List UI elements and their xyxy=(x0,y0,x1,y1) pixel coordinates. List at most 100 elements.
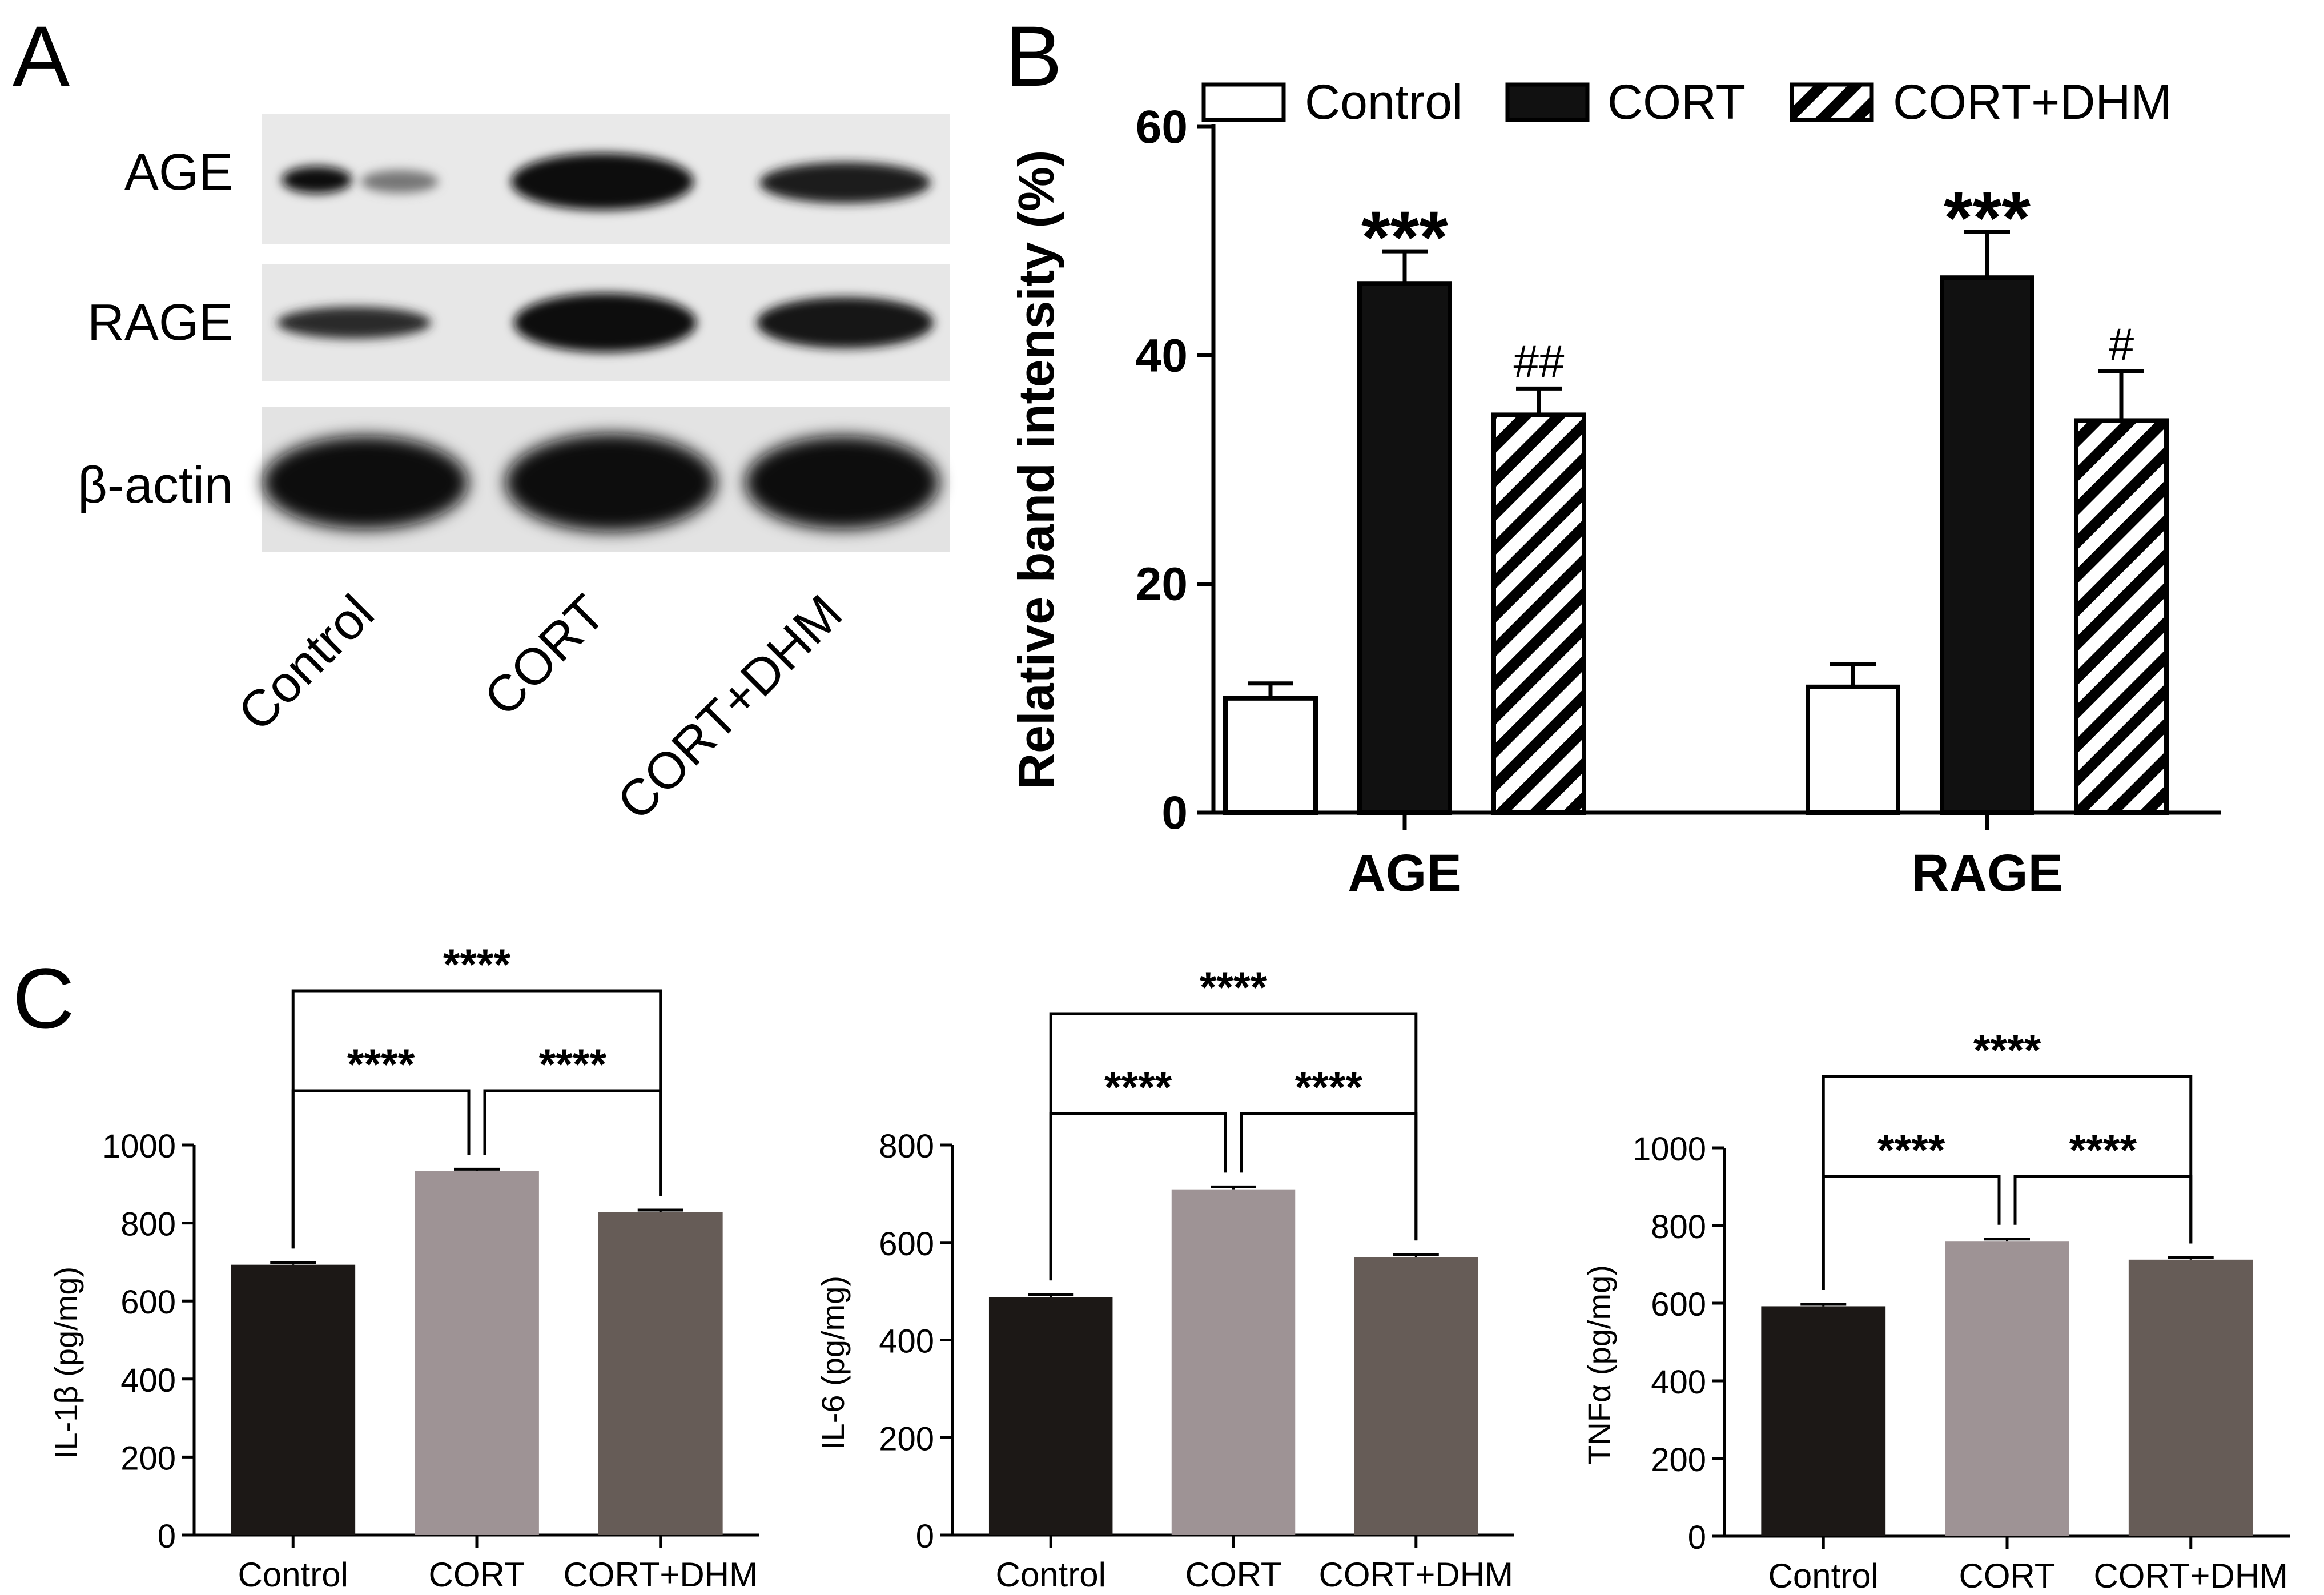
bar-control xyxy=(988,1297,1113,1535)
x-category-label: CORT+DHM xyxy=(563,1556,758,1594)
significance-mark: # xyxy=(2109,319,2134,369)
x-category-label: CORT+DHM xyxy=(1319,1556,1514,1594)
x-category-label: Control xyxy=(238,1556,348,1594)
y-tick-label: 0 xyxy=(1688,1519,1706,1556)
x-category-label: CORT xyxy=(429,1556,525,1594)
bar-cort-dhm xyxy=(1354,1257,1478,1535)
bar-cort xyxy=(415,1171,539,1535)
bar-control xyxy=(1761,1306,1886,1536)
significance-bracket xyxy=(483,1089,662,1196)
x-category-label: AGE xyxy=(1348,844,1461,902)
y-tick-label: 800 xyxy=(879,1128,934,1165)
band-actin-cortdhm xyxy=(745,436,939,529)
bar-control xyxy=(231,1264,356,1535)
panel-label-a: A xyxy=(13,8,70,104)
panel-label-c: C xyxy=(13,950,74,1046)
y-tick-label: 20 xyxy=(1136,559,1188,610)
blot-lane-label: CORT xyxy=(473,584,616,727)
legend-swatch xyxy=(1790,82,1874,122)
band-age-cort xyxy=(511,153,694,210)
western-blot: AGE RAGE β-actin Control CORT CORT+DHM xyxy=(78,114,950,831)
blot-lane-label: CORT+DHM xyxy=(606,584,853,831)
band-actin-cort xyxy=(505,433,717,532)
band-rage-cort xyxy=(514,293,697,352)
bar-cort xyxy=(1171,1189,1296,1535)
legend-swatch xyxy=(1505,82,1590,122)
x-category-label: RAGE xyxy=(1911,844,2063,902)
blot-lane-label: Control xyxy=(227,584,385,742)
legend-swatch xyxy=(1201,82,1286,122)
y-tick-label: 600 xyxy=(879,1226,934,1263)
bar-control xyxy=(1223,696,1318,815)
x-category-label: CORT xyxy=(1185,1556,1282,1594)
significance-mark: **** xyxy=(443,941,511,989)
band-actin-control xyxy=(263,436,468,529)
y-tick-label: 800 xyxy=(120,1206,176,1243)
x-category-label: Control xyxy=(1768,1557,1879,1595)
significance-bracket xyxy=(1049,1112,1227,1281)
bar-cort xyxy=(1945,1241,2069,1536)
chart-il6: 0 200 400 600 800 IL-6 (pg/mg) Control CORT CORT… xyxy=(815,963,1514,1594)
significance-bracket xyxy=(1822,1175,2001,1291)
y-tick-label: 800 xyxy=(1651,1208,1706,1246)
significance-mark: **** xyxy=(347,1040,415,1089)
bar-cort-dhm xyxy=(2128,1259,2253,1536)
band-rage-control xyxy=(277,307,431,339)
significance-mark: **** xyxy=(1877,1126,1945,1175)
y-tick-label: 200 xyxy=(1651,1441,1706,1479)
y-tick-label: 400 xyxy=(1651,1364,1706,1401)
significance-bracket xyxy=(2013,1175,2193,1244)
panel-label-b: B xyxy=(1005,8,1062,104)
y-tick-label: 200 xyxy=(879,1420,934,1457)
y-tick-label: 1000 xyxy=(1633,1131,1706,1168)
band-rage-cortdhm xyxy=(757,297,934,348)
y-axis-title: IL-6 (pg/mg) xyxy=(815,1276,851,1450)
significance-mark: **** xyxy=(539,1040,607,1089)
y-tick-label: 0 xyxy=(1161,787,1188,839)
y-axis-title: IL-1β (pg/mg) xyxy=(48,1267,84,1459)
legend-label: Control xyxy=(1305,75,1463,130)
y-tick-label: 600 xyxy=(120,1284,176,1321)
bar-cort-dhm xyxy=(2074,418,2169,815)
y-tick-label: 600 xyxy=(1651,1286,1706,1323)
y-tick-label: 400 xyxy=(879,1323,934,1360)
significance-mark: **** xyxy=(1973,1026,2041,1075)
chart-il1b: 0 200 400 600 800 1000 IL-1β (pg/mg) Control COR… xyxy=(48,941,759,1594)
x-category-label: CORT xyxy=(1959,1557,2056,1595)
y-tick-label: 60 xyxy=(1136,101,1188,153)
blot-row-label: AGE xyxy=(124,144,233,201)
significance-mark: ## xyxy=(1514,336,1565,387)
significance-mark: **** xyxy=(1200,963,1268,1012)
significance-bracket xyxy=(1240,1112,1418,1241)
band-age-cortdhm xyxy=(759,162,931,203)
significance-mark: **** xyxy=(1104,1063,1172,1112)
legend-label: CORT+DHM xyxy=(1893,75,2172,130)
y-axis-title: Relative band intensity (%) xyxy=(1008,150,1064,790)
y-tick-label: 400 xyxy=(120,1362,176,1399)
blot-row-label: β-actin xyxy=(78,457,233,514)
bar-cort-dhm xyxy=(1491,412,1586,815)
y-tick-label: 200 xyxy=(120,1440,176,1477)
band-age-control xyxy=(282,166,439,194)
significance-bracket xyxy=(291,1089,471,1249)
significance-mark: **** xyxy=(2069,1126,2137,1175)
significance-mark: *** xyxy=(1361,195,1448,279)
legend-label: CORT xyxy=(1607,75,1746,130)
y-axis-title: TNFα (pg/mg) xyxy=(1581,1265,1617,1465)
chart-band-intensity: 0 20 40 60 Relative band intensity (%) AGE ***… xyxy=(1008,75,2221,902)
y-tick-label: 40 xyxy=(1136,330,1188,381)
bar-control xyxy=(1806,684,1900,815)
y-tick-label: 0 xyxy=(916,1518,934,1555)
significance-mark: **** xyxy=(1295,1063,1363,1112)
x-category-label: CORT+DHM xyxy=(2093,1557,2288,1595)
bar-cort-dhm xyxy=(598,1212,723,1535)
bar-cort xyxy=(1357,281,1452,815)
bar-cort xyxy=(1940,275,2034,815)
y-tick-label: 1000 xyxy=(102,1128,176,1165)
x-category-label: Control xyxy=(995,1556,1105,1594)
y-tick-label: 0 xyxy=(158,1518,176,1555)
significance-mark: *** xyxy=(1944,176,2031,259)
chart-tnfa: 0 200 400 600 800 1000 TNFα (pg/mg) Control CORT… xyxy=(1581,1026,2290,1595)
blot-row-label: RAGE xyxy=(87,294,233,351)
